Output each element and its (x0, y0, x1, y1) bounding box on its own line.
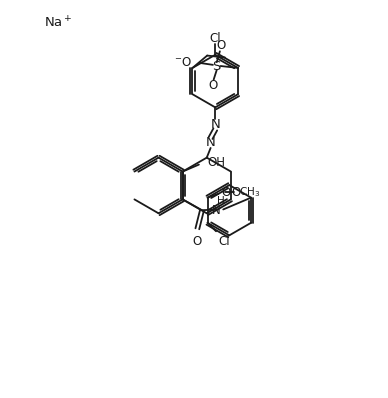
Text: O: O (192, 234, 201, 248)
Text: Na$^+$: Na$^+$ (44, 16, 73, 31)
Text: O: O (231, 186, 241, 199)
Text: S: S (213, 60, 221, 72)
Text: N: N (212, 204, 220, 217)
Text: CH$_3$: CH$_3$ (239, 185, 260, 199)
Text: $^{-}$O: $^{-}$O (174, 57, 192, 69)
Text: O: O (216, 39, 225, 53)
Text: N: N (211, 118, 220, 131)
Text: N: N (206, 137, 215, 149)
Text: Cl: Cl (218, 235, 230, 248)
Text: H: H (217, 195, 225, 206)
Text: O: O (222, 186, 231, 199)
Text: OH: OH (208, 156, 225, 169)
Text: O: O (208, 79, 218, 92)
Text: Cl: Cl (210, 32, 221, 45)
